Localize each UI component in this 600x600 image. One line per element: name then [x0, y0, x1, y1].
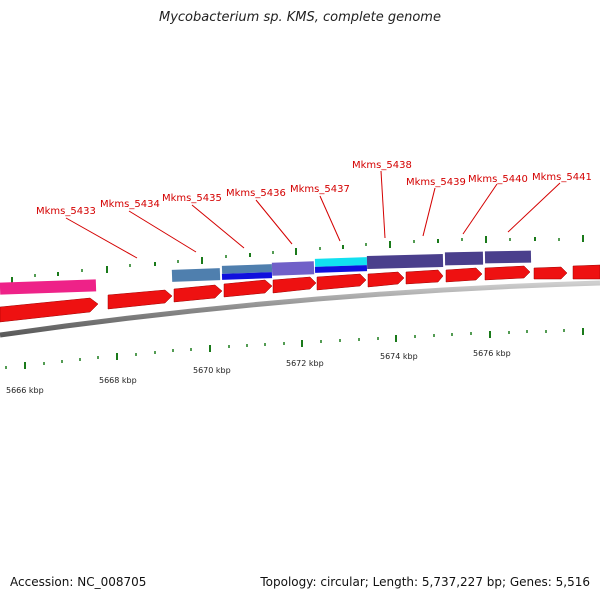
map-title: Mycobacterium sp. KMS, complete genome	[159, 10, 441, 25]
label-leader-lines	[65, 170, 561, 259]
cds-arrow	[173, 284, 223, 303]
gene-label-mkms-5438[interactable]: Mkms_5438	[352, 160, 412, 171]
gene-block-steelblue	[171, 268, 221, 282]
scale-label-5676: 5676 kbp	[473, 349, 511, 358]
gene-label-mkms-5437[interactable]: Mkms_5437	[290, 184, 350, 195]
gene-label-mkms-5434[interactable]: Mkms_5434	[100, 199, 160, 210]
cds-arrow	[367, 271, 405, 288]
outer-ticks	[11, 235, 584, 284]
gene-block-slate	[271, 261, 315, 276]
cds-arrow	[572, 264, 600, 280]
inner-ticks	[24, 328, 584, 369]
scale-label-5666: 5666 kbp	[6, 386, 44, 395]
gene-label-mkms-5439[interactable]: Mkms_5439	[406, 177, 466, 188]
inner-minor-ticks	[5, 329, 565, 369]
gene-label-mkms-5436[interactable]: Mkms_5436	[226, 188, 286, 199]
cds-arrow	[0, 297, 99, 323]
scale-label-5672: 5672 kbp	[286, 359, 324, 368]
cds-arrow	[316, 273, 367, 291]
gene-label-mkms-5441[interactable]: Mkms_5441	[532, 172, 592, 183]
cds-arrow	[223, 279, 273, 298]
feature-track-upper	[0, 250, 532, 295]
gene-block-indigo-3	[484, 250, 532, 264]
cds-arrow	[484, 265, 531, 281]
gene-label-mkms-5433[interactable]: Mkms_5433	[36, 206, 96, 217]
cds-arrow	[272, 276, 317, 294]
gene-block-indigo-2	[444, 251, 484, 266]
forward-cds-track	[0, 264, 600, 323]
scale-label-5668: 5668 kbp	[99, 376, 137, 385]
cds-arrow	[107, 289, 173, 310]
gene-block-steelblue-2	[221, 264, 273, 274]
gene-block-blue	[221, 272, 273, 280]
cds-arrow	[533, 266, 568, 280]
scale-label-5674: 5674 kbp	[380, 352, 418, 361]
gene-block-cyan	[314, 257, 368, 267]
gene-label-mkms-5440[interactable]: Mkms_5440	[468, 174, 528, 185]
gene-block-blue-2	[314, 265, 368, 273]
genome-summary-text: Topology: circular; Length: 5,737,227 bp…	[260, 575, 590, 589]
accession-text: Accession: NC_008705	[10, 575, 147, 589]
cds-arrow	[405, 269, 444, 285]
cds-arrow	[445, 267, 483, 283]
outer-minor-ticks	[34, 238, 560, 277]
gene-label-mkms-5435[interactable]: Mkms_5435	[162, 193, 222, 204]
gene-block-pink	[0, 279, 97, 295]
gene-block-indigo	[366, 254, 444, 269]
genome-backbone	[0, 280, 600, 338]
scale-label-5670: 5670 kbp	[193, 366, 231, 375]
